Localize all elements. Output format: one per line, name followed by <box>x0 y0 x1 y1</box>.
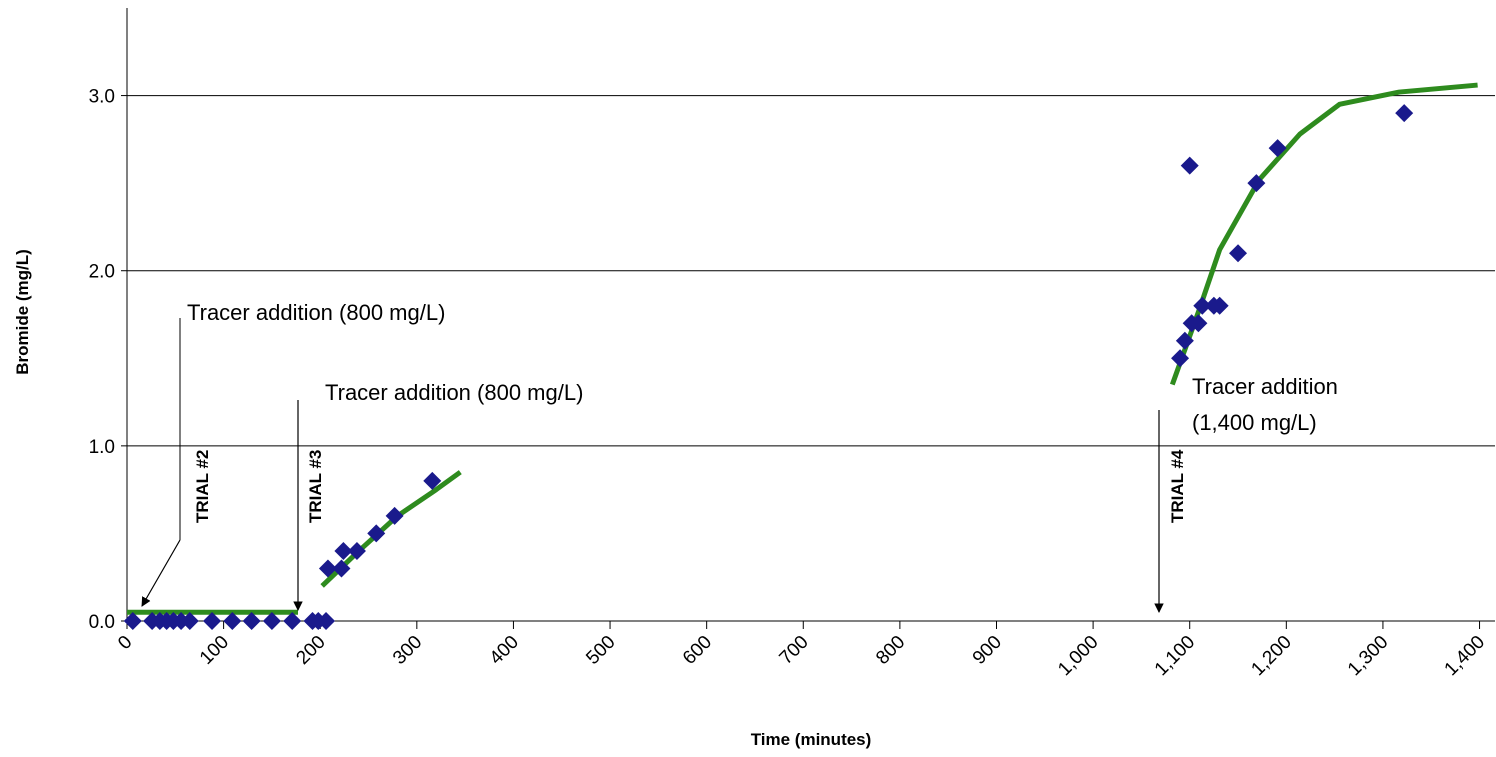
y-tick-label: 3.0 <box>89 87 115 108</box>
x-tick-label: 800 <box>872 632 909 669</box>
annotation: Tracer addition (800 mg/L) <box>187 300 445 325</box>
annotation-arrow <box>141 539 181 607</box>
x-tick-label: 1,200 <box>1247 632 1295 680</box>
x-tick-label: 400 <box>486 632 523 669</box>
data-point <box>1175 331 1194 350</box>
x-tick-label: 700 <box>776 632 813 669</box>
data-point <box>1193 296 1212 315</box>
x-tick-label: 100 <box>196 632 233 669</box>
annotation: (1,400 mg/L) <box>1192 410 1317 435</box>
x-tick-label: 1,300 <box>1344 632 1392 680</box>
trial-label: TRIAL #3 <box>306 450 325 523</box>
data-point <box>1180 156 1199 175</box>
data-point <box>283 612 302 630</box>
fit-line <box>1169 82 1478 386</box>
data-point <box>423 471 442 490</box>
x-tick-label: 300 <box>389 632 426 669</box>
data-point <box>334 541 353 560</box>
y-tick-label: 1.0 <box>89 437 115 458</box>
x-tick-label: 200 <box>292 632 329 669</box>
x-tick-label: 1,400 <box>1441 632 1489 680</box>
data-point <box>385 506 404 525</box>
x-tick-label: 1,000 <box>1054 632 1102 680</box>
data-point <box>242 612 261 630</box>
x-tick-label: 900 <box>969 632 1006 669</box>
data-point <box>1189 314 1208 333</box>
data-point <box>1268 139 1287 158</box>
data-point <box>347 541 366 560</box>
data-point <box>180 612 199 630</box>
x-tick-label: 600 <box>679 632 716 669</box>
y-tick-label: 2.0 <box>89 262 115 283</box>
data-point <box>367 524 386 543</box>
data-point <box>1171 349 1190 368</box>
data-point <box>1229 244 1248 263</box>
data-point <box>223 612 242 630</box>
data-point <box>262 612 281 630</box>
data-point <box>1247 174 1266 193</box>
data-point <box>332 559 351 578</box>
annotation: Tracer addition <box>1192 374 1338 399</box>
data-point <box>123 612 142 630</box>
x-axis-title: Time (minutes) <box>751 730 872 749</box>
data-point <box>318 559 337 578</box>
trial-label: TRIAL #2 <box>193 450 212 523</box>
x-tick-label: 1,100 <box>1151 632 1199 680</box>
trial-label: TRIAL #4 <box>1168 449 1187 523</box>
data-point <box>203 612 222 630</box>
x-tick-label: 0 <box>114 632 136 654</box>
data-point <box>1395 104 1414 123</box>
data-point <box>317 612 336 630</box>
y-tick-label: 0.0 <box>89 612 115 633</box>
annotation: Tracer addition (800 mg/L) <box>325 380 583 405</box>
data-point <box>1210 296 1229 315</box>
y-axis-title: Bromide (mg/L) <box>13 249 32 375</box>
x-tick-label: 500 <box>582 632 619 669</box>
